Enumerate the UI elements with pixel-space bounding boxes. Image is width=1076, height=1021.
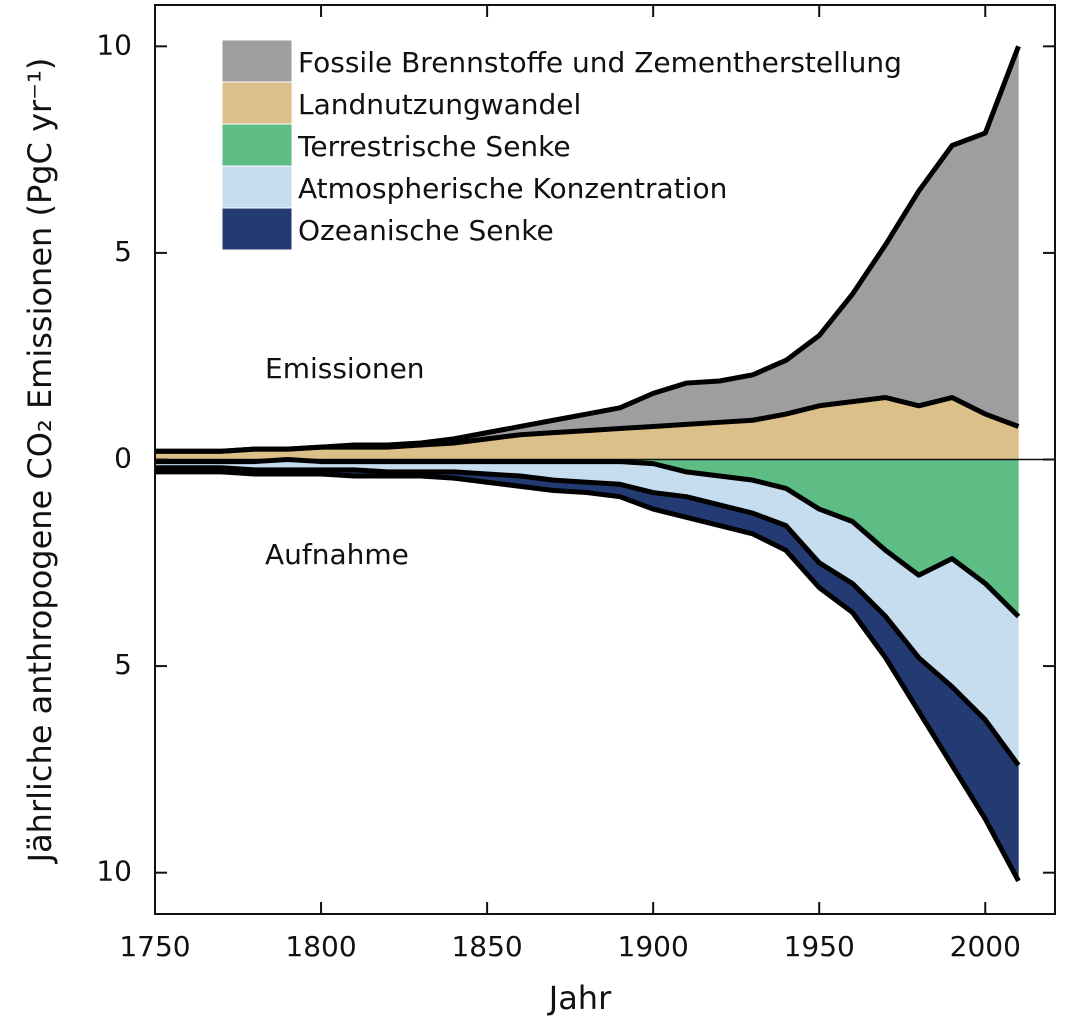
boundary-line: [155, 45, 1021, 454]
legend-label: Ozeanische Senke: [298, 214, 554, 247]
x-tick-label: 1950: [784, 930, 855, 963]
legend-label: Fossile Brennstoffe und Zementherstellun…: [298, 46, 902, 79]
areas: [154, 45, 1055, 883]
legend: Fossile Brennstoffe und Zementherstellun…: [221, 39, 902, 251]
y-tick-label: 5: [114, 648, 132, 681]
legend-label: Landnutzungwandel: [298, 88, 581, 121]
y-tick-label: 5: [114, 235, 132, 268]
x-tick-label: 1800: [285, 930, 356, 963]
legend-label: Atmospherische Konzentration: [298, 172, 727, 205]
legend-label: Terrestrische Senke: [297, 130, 571, 163]
x-tick-label: 1900: [618, 930, 689, 963]
x-tick-label: 1750: [119, 930, 190, 963]
boundary-line: [155, 457, 1021, 619]
legend-swatch: [221, 207, 293, 251]
boundary-line: [155, 469, 1021, 883]
y-tick-label: 10: [96, 855, 132, 888]
annotation: Emissionen: [265, 352, 425, 385]
legend-swatch: [221, 81, 293, 125]
boundary-line: [155, 465, 1021, 767]
y-axis-label: Jährliche anthropogene CO₂ Emissionen (P…: [21, 58, 59, 865]
annotation: Aufnahme: [265, 538, 409, 571]
x-axis-label: Jahr: [547, 979, 612, 1017]
legend-swatch: [221, 165, 293, 209]
y-tick-label: 10: [96, 28, 132, 61]
x-tick-label: 2000: [950, 930, 1021, 963]
legend-swatch: [221, 39, 293, 83]
y-tick-label: 0: [114, 442, 132, 475]
x-tick-label: 1850: [451, 930, 522, 963]
legend-swatch: [221, 123, 293, 167]
